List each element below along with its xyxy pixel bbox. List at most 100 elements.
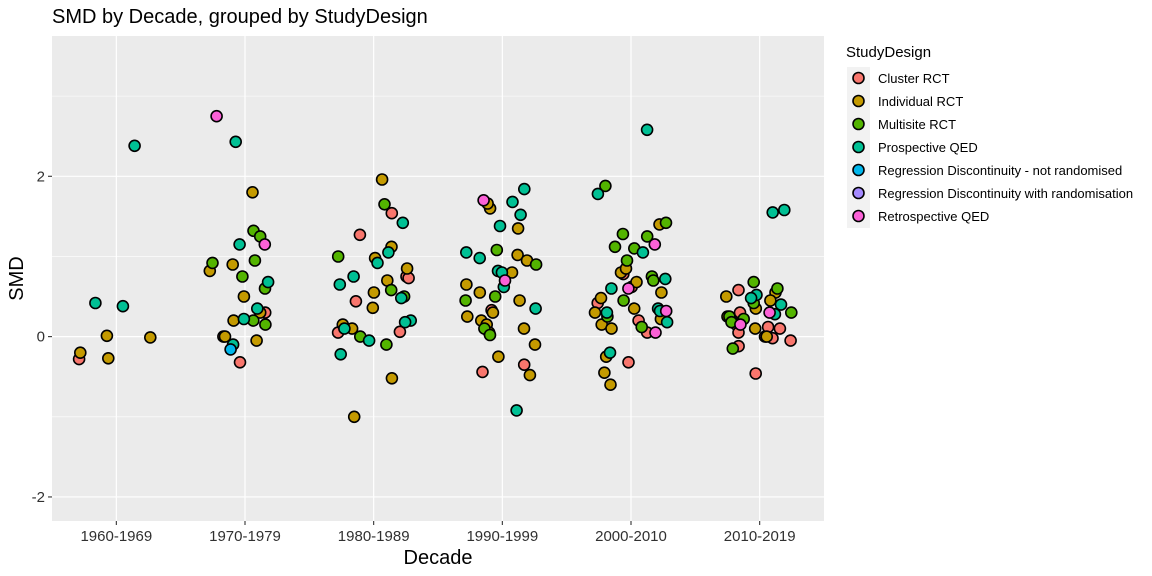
data-point [514, 208, 527, 222]
data-point [635, 320, 649, 334]
data-point [764, 294, 777, 307]
data-point [622, 282, 635, 295]
x-tick-label: 1960-1969 [80, 528, 152, 545]
legend-key [852, 163, 865, 177]
legend-label: Regression Discontinuity with randomisat… [878, 186, 1133, 201]
data-point [744, 291, 758, 305]
data-point [766, 206, 780, 219]
data-point [636, 246, 650, 259]
data-point [333, 278, 347, 291]
x-tick-label: 1990-1999 [466, 528, 538, 545]
data-point [529, 302, 542, 315]
data-point [513, 294, 526, 307]
legend-label: Cluster RCT [878, 71, 950, 86]
legend-key [852, 140, 865, 154]
data-point [236, 270, 249, 283]
data-point [89, 296, 102, 310]
data-point [620, 254, 634, 267]
data-point [210, 109, 223, 123]
data-point [591, 187, 605, 201]
data-point [460, 278, 473, 291]
data-point [490, 243, 504, 257]
data-point [248, 254, 262, 267]
data-point [719, 290, 733, 303]
data-point [660, 315, 674, 329]
data-point [599, 179, 612, 193]
data-point [646, 274, 660, 287]
data-point [459, 246, 473, 259]
data-point [604, 378, 617, 392]
legend-key [852, 209, 865, 223]
data-point [784, 306, 798, 319]
data-point [237, 312, 251, 326]
data-point [400, 262, 414, 275]
y-tick-label: 2 [37, 168, 45, 185]
data-point [338, 322, 351, 335]
data-point [747, 275, 761, 289]
data-point [511, 222, 525, 235]
data-point [206, 256, 219, 270]
x-axis-title: Decade [404, 547, 473, 569]
legend-item: Prospective QED [847, 136, 978, 159]
data-point [459, 294, 472, 307]
data-point [493, 219, 507, 233]
gridlines [52, 36, 824, 521]
plot-panel [52, 36, 824, 521]
data-point [517, 358, 531, 372]
data-point [658, 272, 672, 286]
data-point [385, 206, 399, 220]
data-point [398, 315, 412, 329]
data-point [649, 326, 662, 339]
data-point [261, 275, 275, 289]
data-point [483, 328, 497, 342]
data-point [100, 329, 114, 343]
data-point [393, 325, 407, 339]
chart-title: SMD by Decade, grouped by StudyDesign [52, 6, 428, 28]
data-point [588, 306, 602, 319]
data-point [648, 238, 662, 251]
data-point [347, 270, 360, 283]
data-point [250, 302, 264, 315]
legend-label: Regression Discontinuity - not randomise… [878, 163, 1122, 178]
data-point [382, 246, 395, 259]
data-point [622, 355, 635, 369]
legend-key [852, 71, 865, 85]
legend-title: StudyDesign [846, 44, 931, 61]
data-point [617, 294, 630, 307]
data-point [486, 306, 500, 319]
data-point [605, 282, 618, 295]
legend-item: Multisite RCT [847, 113, 956, 136]
data-point [396, 216, 410, 230]
data-point [371, 256, 384, 270]
data-point [608, 240, 622, 254]
data-point [353, 228, 367, 242]
data-point [734, 318, 747, 331]
data-point [523, 368, 537, 382]
data-point [760, 330, 774, 343]
data-point [511, 248, 524, 262]
data-point [116, 299, 130, 313]
data-point [144, 331, 157, 344]
data-point [748, 322, 762, 335]
data-point [784, 334, 797, 347]
legend-item: Regression Discontinuity - not randomise… [847, 159, 1122, 182]
legend-key [852, 186, 865, 200]
data-point [128, 139, 141, 153]
data-point [763, 306, 776, 319]
x-tick-label: 2010-2019 [724, 528, 796, 545]
data-point [777, 203, 791, 217]
legend-label: Individual RCT [878, 94, 963, 109]
data-point [773, 322, 787, 335]
y-tick-label: 0 [37, 329, 45, 346]
legend-item: Individual RCT [847, 90, 963, 113]
y-tick-label: -2 [32, 489, 45, 506]
legend-label: Prospective QED [878, 140, 978, 155]
data-point [237, 290, 251, 303]
data-point [102, 351, 115, 365]
data-point [378, 198, 391, 211]
data-point [600, 306, 614, 319]
data-point [732, 283, 745, 297]
data-point [347, 410, 361, 424]
legend-label: Multisite RCT [878, 117, 956, 132]
data-points [72, 109, 798, 424]
